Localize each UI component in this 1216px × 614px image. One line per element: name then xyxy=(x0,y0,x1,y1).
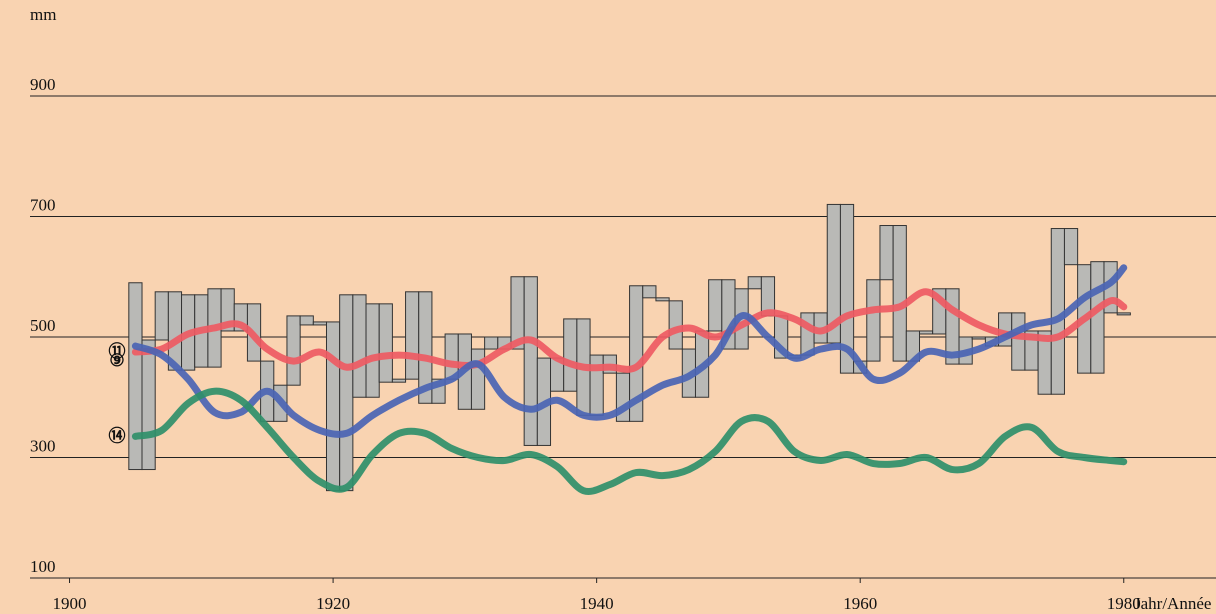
annual-bar xyxy=(747,276,762,290)
x-tick-label: 1920 xyxy=(316,594,350,613)
annual-bar xyxy=(971,336,986,340)
series-line xyxy=(131,387,1128,495)
annual-bar xyxy=(286,315,301,386)
annual-bar xyxy=(1011,312,1026,371)
annual-bar xyxy=(523,276,538,446)
annual-bar xyxy=(642,285,657,299)
annual-bar xyxy=(708,279,723,332)
annual-bar xyxy=(879,225,894,281)
annual-bar xyxy=(391,378,407,383)
annual-bar xyxy=(484,336,499,350)
annual-bar xyxy=(128,282,143,471)
x-tick-label: 1980 xyxy=(1107,594,1141,613)
annual-bar xyxy=(378,303,393,383)
series-line xyxy=(131,264,1128,438)
series-label: ⑪ xyxy=(109,341,126,361)
annual-bar xyxy=(563,318,578,392)
annual-bar xyxy=(352,294,367,398)
annual-bar xyxy=(839,203,855,374)
y-tick-label: 700 xyxy=(30,195,56,214)
x-tick-label: 1960 xyxy=(843,594,877,613)
annual-bar xyxy=(1063,228,1079,266)
annual-bar xyxy=(1090,261,1105,374)
series-line xyxy=(131,288,1128,373)
annual-bar xyxy=(405,291,420,380)
annual-bar xyxy=(892,225,907,362)
annual-bar xyxy=(312,321,328,326)
y-tick-label: 300 xyxy=(30,436,56,455)
y-tick-label: 900 xyxy=(30,75,56,94)
x-axis-label: Jahr/Année xyxy=(1134,594,1211,613)
annual-bar xyxy=(365,303,380,398)
annual-bar xyxy=(655,297,670,302)
y-axis-label: mm xyxy=(30,5,56,24)
annual-bar xyxy=(418,291,433,404)
series-label: ⑭ xyxy=(109,425,126,445)
annual-bar xyxy=(141,339,156,471)
annual-bar xyxy=(1116,312,1131,316)
y-tick-label: 100 xyxy=(30,557,56,576)
annual-bar xyxy=(668,300,683,350)
x-tick-label: 1900 xyxy=(53,594,87,613)
annual-bar xyxy=(325,321,341,492)
annual-bar xyxy=(299,315,314,326)
annual-bar xyxy=(866,279,881,362)
annual-bar xyxy=(470,348,486,410)
annual-bar xyxy=(1050,228,1065,395)
annual-bar xyxy=(154,291,169,341)
series-label: ⑨ xyxy=(109,351,124,370)
annual-bar xyxy=(339,294,354,492)
annual-bar xyxy=(918,330,934,335)
x-tick-label: 1940 xyxy=(580,594,614,613)
y-tick-label: 500 xyxy=(30,316,56,335)
annual-bar xyxy=(629,285,644,422)
